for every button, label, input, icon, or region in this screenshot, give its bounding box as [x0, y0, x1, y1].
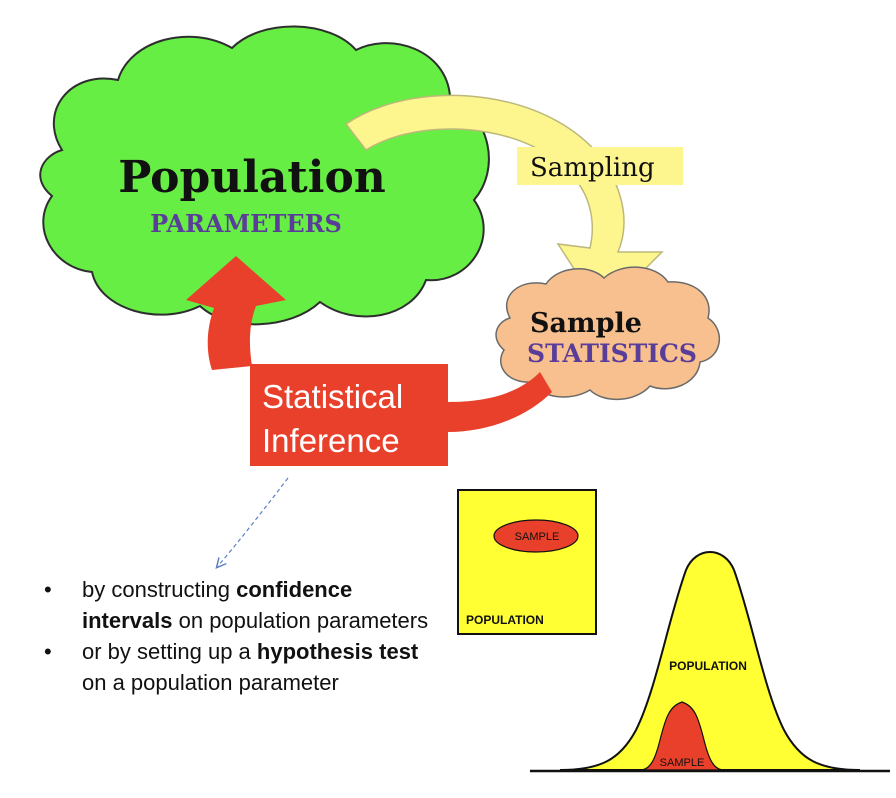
- curve-population-label: POPULATION: [669, 659, 747, 673]
- sampling-arrow: Sampling: [344, 94, 683, 314]
- bullet-text: on a population parameter: [82, 670, 339, 695]
- population-cloud: Population PARAMETERS: [39, 25, 490, 326]
- bullet-text: or by setting up a: [82, 639, 257, 664]
- box-sample-ellipse: [493, 519, 579, 553]
- bullet-text: by constructing: [82, 577, 237, 602]
- inference-arrow-head: [186, 256, 286, 370]
- bullet-bold-text: hypothesis test: [256, 639, 419, 664]
- sample-title: Sample: [530, 308, 642, 339]
- inference-box: [250, 364, 448, 466]
- inference-line1: Statistical: [262, 378, 403, 415]
- inference-line2: Inference: [262, 422, 400, 459]
- box-sample-label: SAMPLE: [515, 531, 560, 543]
- sampling-label: Sampling: [530, 153, 655, 183]
- population-curve: [559, 551, 861, 771]
- bullet-bold-text: confidence intervals: [82, 577, 353, 633]
- sample-curve: [639, 701, 725, 771]
- population-title: Population: [118, 152, 386, 203]
- list-item: by constructing confidence intervals on …: [38, 574, 438, 636]
- sample-cloud-shape: [495, 266, 721, 401]
- curve-sample-label: SAMPLE: [660, 757, 705, 769]
- box-population-label: POPULATION: [466, 613, 544, 627]
- population-subtitle: PARAMETERS: [150, 209, 342, 238]
- sample-cloud: Sample STATISTICS: [495, 266, 721, 401]
- bullet-text: on population parameters: [172, 608, 429, 633]
- curve-diagram: POPULATION SAMPLE: [530, 551, 890, 773]
- sample-subtitle: STATISTICS: [527, 339, 697, 368]
- population-cloud-shape: [39, 25, 490, 326]
- sampling-label-box: [517, 147, 683, 185]
- dashed-connector: [218, 477, 289, 566]
- box-diagram: SAMPLE POPULATION: [457, 489, 597, 635]
- box-population-rect: [457, 489, 597, 635]
- inference-arrow: Statistical Inference: [186, 256, 552, 466]
- list-item: or by setting up a hypothesis test on a …: [38, 636, 438, 698]
- inference-methods-list: by constructing confidence intervals on …: [38, 574, 438, 698]
- inference-arrow-shape: [448, 372, 552, 432]
